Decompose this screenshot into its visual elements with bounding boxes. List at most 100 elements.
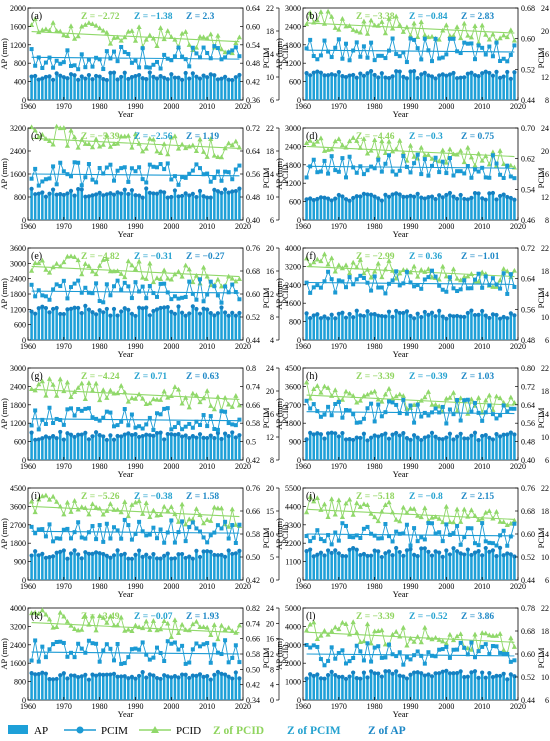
pcim-point	[94, 180, 99, 185]
pcim-point	[51, 65, 56, 70]
pcid-point	[440, 147, 446, 153]
pcid-point	[354, 629, 360, 635]
ap-point	[383, 75, 388, 80]
pcim-tick-label: 0.52	[521, 553, 535, 562]
pcim-point	[329, 645, 334, 650]
ap-point	[308, 430, 313, 435]
ap-point	[93, 430, 99, 435]
ap-point	[126, 307, 131, 312]
ap-point	[333, 316, 338, 321]
chart-panel: Z = −3.49 Z = −0.07 Z = 1.93(k)08001600240…	[0, 604, 290, 719]
ap-point	[386, 194, 392, 199]
pcim-point	[401, 50, 406, 55]
ap-point	[372, 548, 377, 553]
ap-point	[65, 676, 70, 681]
pcim-point	[94, 537, 99, 542]
ap-bar	[362, 317, 366, 340]
ap-bar	[373, 674, 376, 700]
ap-tick-label: 1200	[285, 179, 301, 188]
pcid-point	[68, 394, 74, 400]
pcim-point	[329, 277, 334, 282]
pcid-point	[197, 399, 203, 405]
pcid-tick-label: 8	[545, 216, 549, 225]
pcim-point	[172, 294, 177, 299]
pcid-point	[411, 402, 417, 407]
pcim-point	[322, 38, 327, 43]
ap-point	[408, 69, 413, 74]
ap-bar	[319, 319, 323, 340]
pcim-point	[476, 649, 481, 654]
pcim-point	[347, 154, 352, 159]
pcim-point	[354, 40, 359, 45]
ap-point	[133, 552, 138, 557]
pcim-tick-label: 0.64	[521, 401, 535, 410]
pcim-point	[205, 424, 210, 429]
pcim-point	[223, 169, 228, 174]
ap-bar	[94, 433, 98, 460]
ap-point	[212, 552, 217, 558]
pcid-point	[175, 268, 182, 274]
pcid-point	[422, 394, 428, 400]
ap-bar	[488, 438, 491, 460]
ap-point	[494, 673, 499, 678]
pcim-point	[318, 537, 323, 542]
pcim-point	[51, 287, 56, 292]
ap-bar	[409, 550, 412, 580]
pcid-point	[461, 20, 467, 26]
pcim-point	[505, 291, 510, 296]
pcim-point	[104, 642, 109, 647]
pcim-point	[512, 176, 517, 181]
ap-bar	[195, 551, 198, 580]
x-tick-label: 2000	[438, 342, 454, 351]
pcid-point	[364, 150, 371, 156]
pcid-point	[361, 393, 367, 398]
pcid-tick-label: 6	[545, 336, 549, 345]
pcim-point	[83, 65, 88, 70]
x-tick-label: 2020	[510, 342, 526, 351]
ap-point	[233, 189, 238, 194]
pcim-point	[86, 406, 91, 411]
pcid-point	[71, 35, 78, 41]
pcim-point	[233, 290, 238, 295]
pcim-trend-line	[306, 49, 515, 53]
ap-point	[376, 196, 381, 201]
pcim-point	[223, 409, 228, 414]
pcim-point	[190, 168, 195, 173]
ap-tick-label: 1600	[10, 22, 26, 31]
ap-bar	[166, 677, 170, 700]
ap-bar	[359, 316, 362, 340]
pcid-point	[215, 276, 221, 282]
ap-point	[386, 76, 392, 81]
ap-point	[437, 308, 442, 313]
x-tick-label: 2010	[474, 222, 490, 231]
pcid-point	[454, 506, 460, 512]
x-tick-label: 2000	[163, 342, 179, 351]
ap-bar	[505, 680, 509, 700]
pcid-tick-label: 6	[545, 576, 549, 585]
pcid-point	[54, 392, 60, 398]
ap-tick-label: 3000	[285, 4, 301, 13]
ap-bar	[162, 308, 166, 340]
pcid-point	[229, 404, 235, 409]
x-tick-label: 1980	[367, 222, 383, 231]
pcid-point	[364, 621, 371, 627]
pcid-point	[118, 382, 124, 388]
pcim-point	[237, 522, 242, 527]
ap-point	[429, 310, 435, 315]
ap-bar	[308, 319, 312, 340]
pcim-point	[47, 176, 52, 181]
z-pcid-annotation: Z = −2.72	[81, 12, 120, 22]
pcid-point	[468, 396, 475, 402]
z-ap-annotation: Z = −0.27	[186, 252, 225, 262]
pcid-point	[501, 161, 507, 167]
ap-point	[315, 196, 320, 202]
pcid-point	[357, 504, 363, 509]
x-tick-label: 1990	[403, 702, 419, 711]
ap-point	[79, 432, 84, 437]
pcid-point	[86, 511, 92, 517]
ap-bar	[91, 196, 94, 220]
ap-bar	[466, 550, 470, 580]
pcid-tick-label: 22	[541, 484, 549, 493]
ap-point	[315, 552, 320, 557]
pcid-point	[425, 152, 432, 157]
